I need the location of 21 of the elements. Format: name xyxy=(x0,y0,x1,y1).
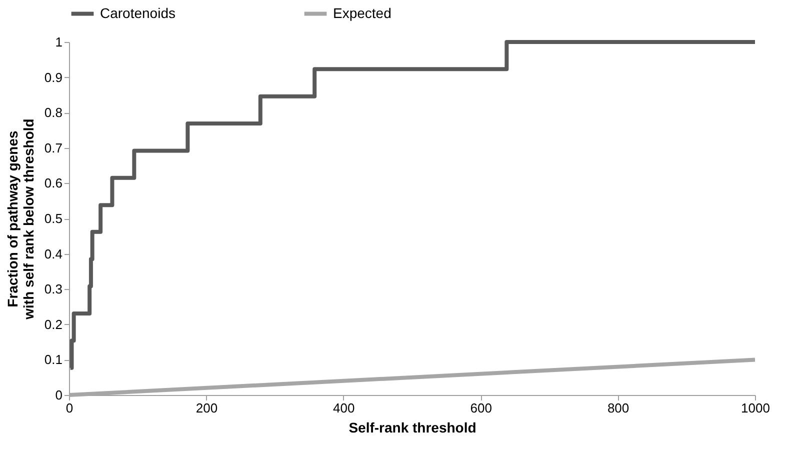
x-tick-label: 200 xyxy=(196,400,218,416)
x-tick-label: 800 xyxy=(607,400,630,416)
y-tick-label: 0.2 xyxy=(44,316,62,332)
y-tick-label: 0.7 xyxy=(44,140,62,156)
legend-label: Expected xyxy=(333,4,392,21)
x-tick-label: 400 xyxy=(333,400,355,416)
x-axis-title: Self-rank threshold xyxy=(348,420,476,436)
y-tick-label: 0 xyxy=(55,388,62,402)
y-tick-label: 1 xyxy=(55,34,62,50)
y-tick-label: 0.4 xyxy=(44,246,62,262)
y-tick-label: 0.9 xyxy=(44,70,62,85)
legend-label: Carotenoids xyxy=(100,4,176,21)
x-tick-label: 0 xyxy=(66,400,74,416)
y-axis-title: Fraction of pathway genes with self rank below threshold xyxy=(4,118,36,320)
x-tick-label: 1000 xyxy=(741,400,770,416)
y-tick-label: 0.8 xyxy=(44,105,62,120)
y-tick-label: 0.3 xyxy=(44,282,62,297)
y-tick-label: 0.5 xyxy=(44,211,62,226)
y-tick-label: 0.6 xyxy=(44,176,62,191)
y-tick-label: 0.1 xyxy=(44,352,62,368)
x-tick-label: 600 xyxy=(470,400,492,416)
